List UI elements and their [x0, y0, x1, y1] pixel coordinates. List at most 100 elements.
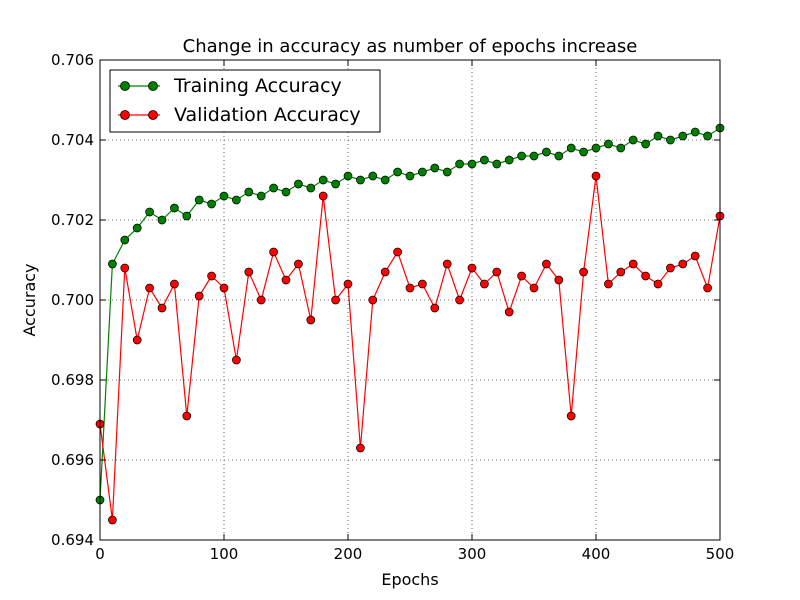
x-axis-label: Epochs	[381, 570, 438, 589]
training-accuracy-point	[678, 131, 688, 141]
x-tick-label: 500	[706, 545, 735, 563]
validation-accuracy-point	[405, 283, 415, 293]
training-accuracy-point	[393, 167, 402, 177]
validation-accuracy-point	[641, 271, 650, 281]
y-tick-label: 0.698	[51, 371, 94, 389]
training-accuracy-point	[294, 179, 303, 189]
training-accuracy-point	[306, 183, 316, 193]
ticks: 0 100 200 300 400 500 0.694 0.696 0.698 0.700 0.70…	[51, 51, 734, 563]
training-accuracy-point	[170, 203, 179, 213]
chart-title: Change in accuracy as number of epochs i…	[183, 36, 638, 57]
y-tick-label: 0.694	[51, 531, 94, 549]
training-accuracy-point	[418, 167, 427, 177]
validation-accuracy-point	[678, 259, 688, 269]
validation-accuracy-point	[566, 411, 576, 421]
validation-accuracy-point	[418, 279, 427, 289]
training-accuracy-point	[356, 175, 365, 185]
validation-accuracy-point	[356, 443, 365, 453]
training-accuracy-point	[368, 171, 378, 181]
validation-accuracy-point	[281, 275, 291, 285]
training-accuracy-point	[108, 259, 117, 269]
training-accuracy-point	[591, 143, 601, 153]
y-tick-label: 0.700	[51, 291, 94, 309]
training-accuracy-point	[244, 187, 254, 197]
legend-validation-marker	[120, 110, 130, 120]
validation-accuracy-point	[194, 291, 204, 301]
training-accuracy-point	[194, 195, 204, 205]
validation-accuracy-point	[542, 259, 551, 269]
legend-training-marker	[148, 81, 158, 91]
validation-accuracy-point	[442, 259, 452, 269]
validation-accuracy-point	[517, 271, 526, 281]
validation-accuracy-point	[492, 267, 502, 277]
grid	[100, 60, 720, 540]
validation-accuracy-point	[294, 259, 303, 269]
training-accuracy-point	[554, 151, 564, 161]
y-tick-label: 0.706	[51, 51, 94, 69]
training-accuracy-point	[690, 127, 700, 137]
training-accuracy-point	[145, 207, 154, 217]
legend-training-marker	[120, 81, 130, 91]
training-accuracy-point	[566, 143, 576, 153]
training-accuracy-point	[492, 159, 502, 169]
x-tick-label: 400	[582, 545, 611, 563]
training-accuracy-point	[256, 191, 266, 201]
validation-accuracy-point	[120, 263, 130, 273]
validation-accuracy-point	[318, 191, 328, 201]
validation-accuracy-point	[604, 279, 613, 289]
y-axis-label: Accuracy	[20, 263, 39, 336]
training-accuracy-point	[157, 215, 167, 225]
validation-accuracy-point	[157, 303, 167, 313]
legend-box	[109, 69, 381, 133]
y-tick-label: 0.704	[51, 131, 94, 149]
validation-accuracy-point	[467, 263, 477, 273]
training-accuracy-point	[653, 131, 663, 141]
training-accuracy-point	[579, 147, 588, 157]
validation-accuracy-point	[108, 515, 117, 525]
training-accuracy-point	[281, 187, 291, 197]
validation-accuracy-point	[232, 355, 241, 365]
training-accuracy-point	[604, 139, 613, 149]
series-layer	[95, 123, 725, 525]
validation-accuracy-point	[703, 283, 712, 293]
validation-accuracy-point	[145, 283, 154, 293]
training-accuracy-point	[405, 171, 415, 181]
legend-training-label: Training Accuracy	[173, 75, 342, 97]
validation-accuracy-point	[616, 267, 626, 277]
training-accuracy-point	[529, 151, 539, 161]
validation-accuracy-point	[244, 267, 254, 277]
legend-validation-marker	[148, 110, 158, 120]
training-accuracy-point	[542, 147, 551, 157]
validation-accuracy-point	[269, 247, 278, 257]
validation-accuracy-point	[628, 259, 638, 269]
training-accuracy-point	[219, 191, 229, 201]
x-tick-label: 300	[458, 545, 487, 563]
training-accuracy-point	[430, 163, 440, 173]
validation-accuracy-point	[455, 295, 464, 305]
validation-accuracy-point	[579, 267, 588, 277]
validation-accuracy-point	[480, 279, 489, 289]
legend: Training Accuracy Validation Accuracy	[109, 69, 381, 133]
validation-accuracy-point	[430, 303, 440, 313]
validation-accuracy-point	[554, 275, 564, 285]
training-accuracy-point	[467, 159, 477, 169]
training-accuracy-point	[380, 175, 390, 185]
validation-accuracy-point	[653, 279, 663, 289]
training-accuracy-point	[455, 159, 464, 169]
validation-accuracy-point	[306, 315, 316, 325]
validation-accuracy-point	[182, 411, 192, 421]
validation-accuracy-point	[219, 283, 229, 293]
training-accuracy-point	[132, 223, 142, 233]
training-accuracy-point	[331, 179, 340, 189]
validation-accuracy-point	[666, 263, 675, 273]
validation-accuracy-point	[132, 335, 142, 345]
validation-accuracy-point	[393, 247, 402, 257]
training-accuracy-point	[703, 131, 712, 141]
training-accuracy-point	[666, 135, 675, 145]
training-accuracy-point	[318, 175, 328, 185]
validation-accuracy-point	[380, 267, 390, 277]
x-tick-label: 100	[210, 545, 239, 563]
legend-validation-label: Validation Accuracy	[174, 104, 361, 126]
x-tick-label: 0	[95, 545, 105, 563]
